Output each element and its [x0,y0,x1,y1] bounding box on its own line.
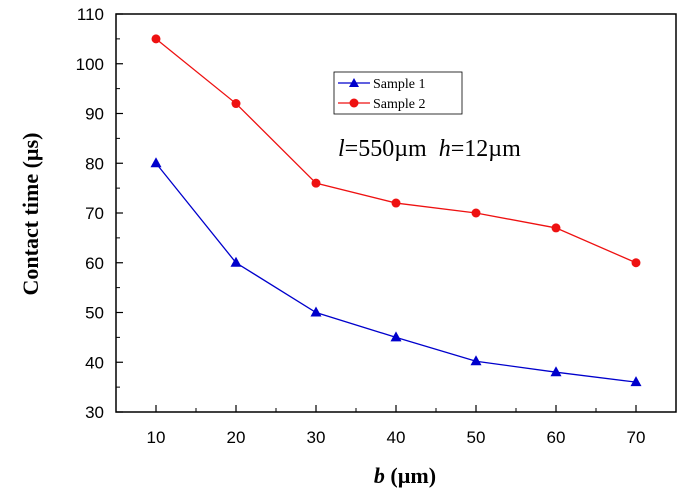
legend-label-sample-2: Sample 2 [373,97,426,112]
data-point-sample-1 [150,157,162,168]
x-tick-label: 20 [227,428,246,447]
data-point-sample-1 [230,256,242,267]
parameter-annotation: l=550µm h=12µm [338,136,521,162]
x-tick-label: 30 [307,428,326,447]
data-point-sample-1 [390,331,402,342]
x-tick-label: 70 [627,428,646,447]
data-point-sample-1 [550,366,562,377]
y-tick-label: 110 [77,5,104,24]
y-axis-title: Contact time (µs) [18,133,43,296]
series-line-sample-1 [155,162,637,383]
y-tick-label: 70 [85,204,104,223]
data-point-sample-1 [310,306,322,317]
x-tick-label: 10 [147,428,166,447]
series-points [150,34,642,387]
data-point-sample-1 [470,355,482,366]
data-point-sample-2 [551,223,561,233]
y-tick-label: 60 [85,254,104,273]
x-tick-label: 60 [547,428,566,447]
y-tick-label: 90 [85,105,104,124]
data-point-sample-2 [471,208,481,218]
y-tick-label: 80 [85,154,104,173]
x-axis-title: b (µm) [374,463,436,488]
y-tick-label: 40 [85,353,104,372]
y-tick-label: 30 [85,403,104,422]
x-tick-label: 40 [387,428,406,447]
data-point-sample-2 [391,198,401,208]
data-point-sample-2 [151,34,161,44]
legend-label-sample-1: Sample 1 [373,77,426,92]
legend: Sample 1 Sample 2 [333,71,463,115]
x-tick-label: 50 [467,428,486,447]
legend-marker-circle [349,98,359,108]
y-tick-label: 100 [76,55,104,74]
data-point-sample-1 [630,376,642,387]
axis-ticks: 10 20 30 40 50 60 70 30 40 50 60 70 80 90 100 110 [76,5,646,447]
data-point-sample-2 [631,258,641,268]
legend-marker-triangle [349,78,359,87]
data-point-sample-2 [231,99,241,109]
y-tick-label: 50 [85,304,104,323]
data-point-sample-2 [311,178,321,188]
